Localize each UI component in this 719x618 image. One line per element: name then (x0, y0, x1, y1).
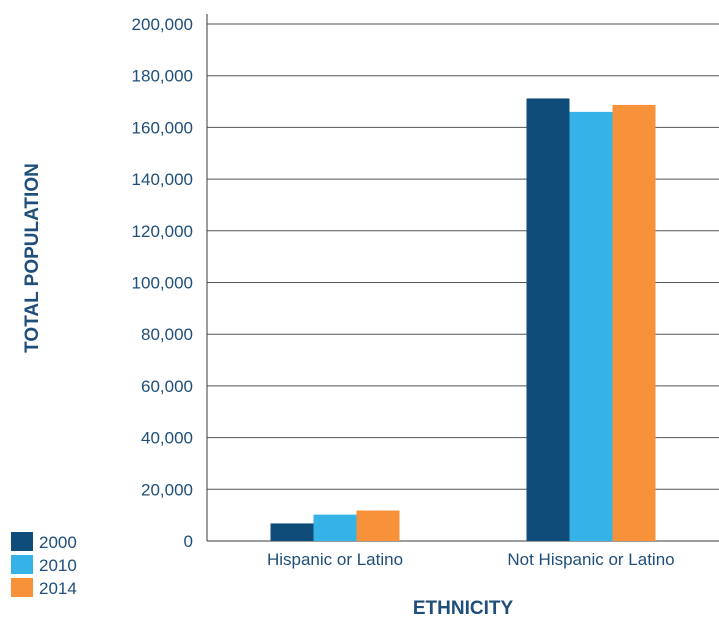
gridlines (207, 23, 719, 542)
x-tick-label: Not Hispanic or Latino (507, 550, 674, 569)
y-axis-ticks: 0 20,000 40,000 60,000 80,000 100,000 120,000 1… (132, 15, 193, 551)
y-tick-label: 180,000 (132, 67, 193, 86)
x-axis-ticks: Hispanic or Latino Not Hispanic or Latino (267, 550, 675, 569)
bar-2014-1 (612, 104, 656, 542)
bar-2010-0 (313, 514, 357, 541)
y-tick-label: 80,000 (141, 325, 193, 344)
y-tick-label: 160,000 (132, 118, 193, 137)
x-tick-label: Hispanic or Latino (267, 550, 403, 569)
bar-2014-0 (356, 510, 400, 541)
legend-swatch-2014 (11, 578, 33, 597)
y-tick-label: 140,000 (132, 170, 193, 189)
legend: 2000 2010 2014 (11, 532, 77, 598)
y-tick-label: 60,000 (141, 377, 193, 396)
bar-2000-1 (526, 98, 570, 541)
legend-label: 2010 (39, 556, 77, 575)
y-tick-label: 120,000 (132, 222, 193, 241)
y-tick-label: 20,000 (141, 480, 193, 499)
bars (270, 98, 656, 542)
y-tick-label: 40,000 (141, 429, 193, 448)
legend-label: 2014 (39, 579, 77, 598)
legend-swatch-2000 (11, 532, 33, 551)
y-tick-label: 100,000 (132, 274, 193, 293)
x-axis-title: ETHNICITY (413, 598, 514, 618)
legend-label: 2000 (39, 533, 77, 552)
y-axis-title: TOTAL POPULATION (22, 163, 43, 353)
y-tick-label: 200,000 (132, 15, 193, 34)
y-tick-label: 0 (184, 532, 193, 551)
bar-2010-1 (569, 111, 613, 541)
legend-swatch-2010 (11, 555, 33, 574)
bar-2000-0 (270, 523, 314, 541)
